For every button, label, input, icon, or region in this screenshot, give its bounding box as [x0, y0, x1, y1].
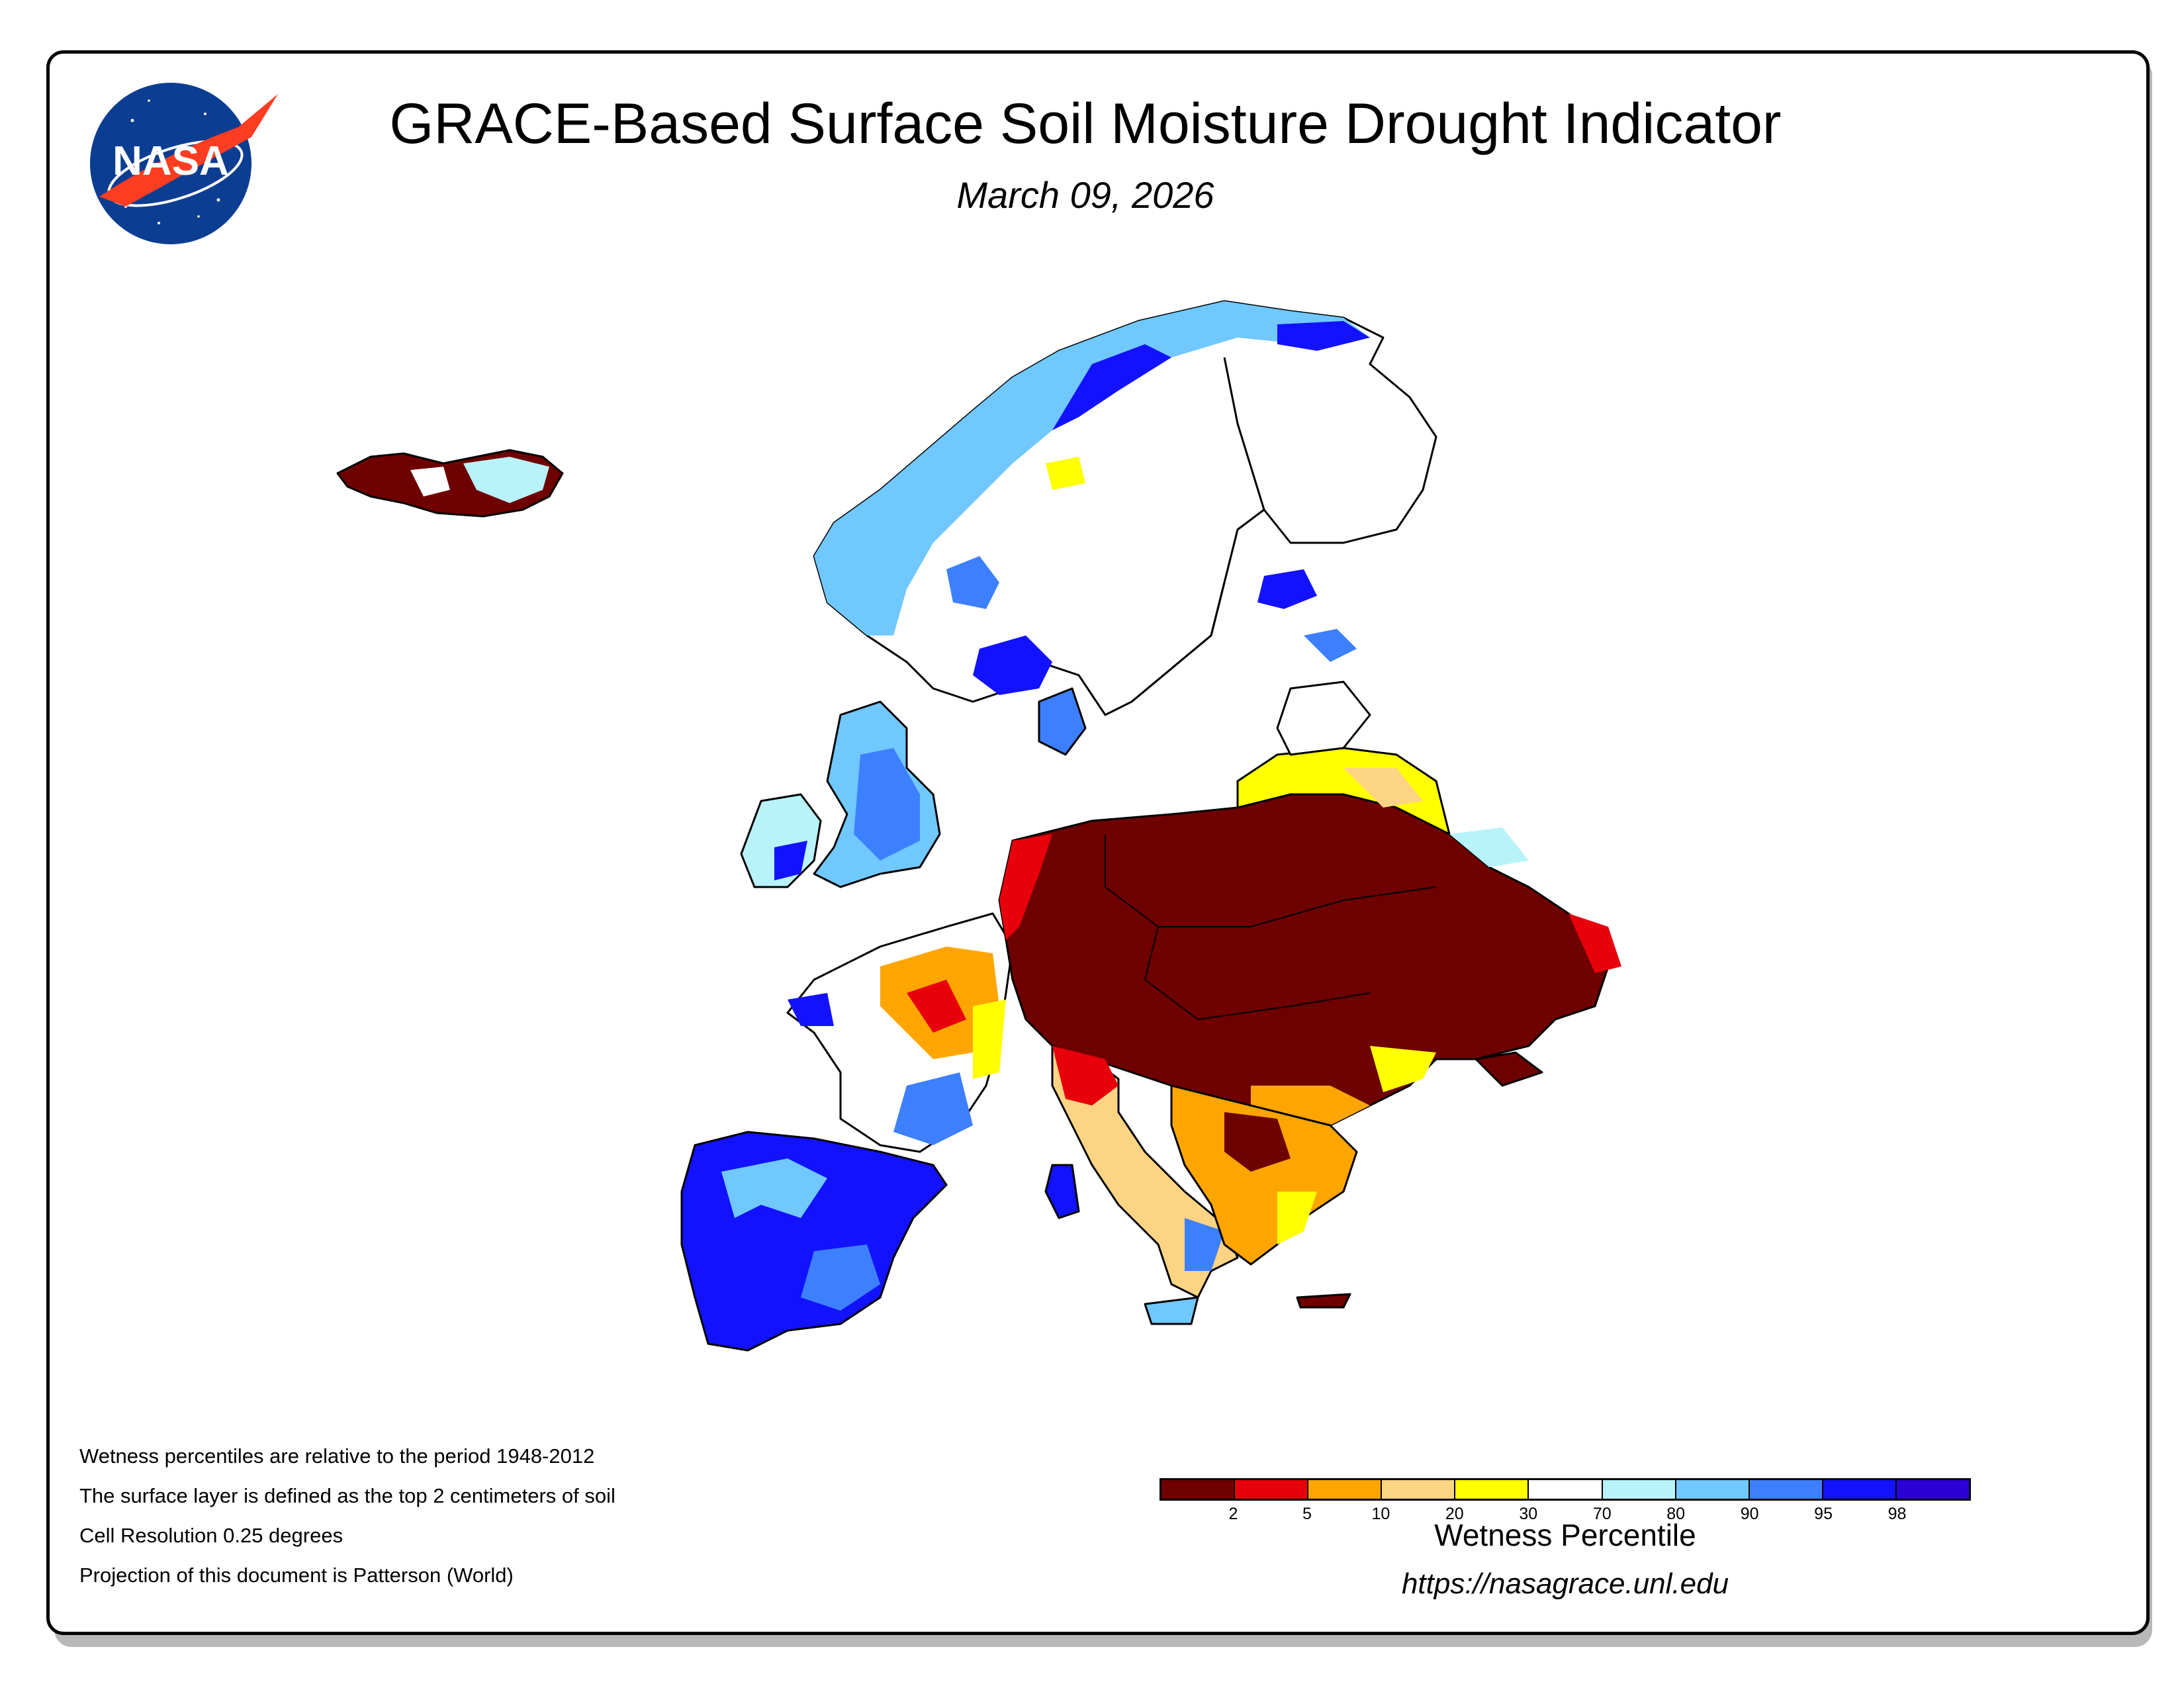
- legend-ticks: 2 5 10 20 30 70 80 90 95 98: [1160, 1501, 1971, 1524]
- sardinia: [1044, 1164, 1080, 1219]
- nasa-logo: NASA: [90, 83, 278, 244]
- legend-colorbar: [1160, 1478, 1971, 1501]
- legend-tick-label: 95: [1814, 1505, 1833, 1523]
- legend-swatch: [1823, 1480, 1897, 1499]
- crete: [1296, 1293, 1351, 1309]
- legend-swatch: [1455, 1480, 1529, 1499]
- legend-swatch: [1676, 1480, 1750, 1499]
- note-cell-resolution: Cell Resolution 0.25 degrees: [79, 1524, 343, 1547]
- europe-map: [336, 300, 1621, 1352]
- legend-swatch: [1382, 1480, 1456, 1499]
- legend-tick-label: 20: [1445, 1505, 1464, 1523]
- note-surface-layer: The surface layer is defined as the top …: [79, 1484, 615, 1507]
- denmark: [1038, 687, 1087, 756]
- crimea: [1475, 1051, 1543, 1087]
- legend-tick-label: 10: [1371, 1505, 1390, 1523]
- legend-tick-label: 80: [1666, 1505, 1686, 1523]
- svg-text:NASA: NASA: [113, 138, 229, 184]
- legend-swatch: [1602, 1480, 1676, 1499]
- legend-tick-label: 2: [1228, 1505, 1238, 1523]
- legend-tick-label: 98: [1888, 1505, 1907, 1523]
- legend-swatch: [1896, 1480, 1970, 1499]
- legend-swatch: [1308, 1480, 1383, 1499]
- note-projection: Projection of this document is Patterson…: [79, 1564, 514, 1587]
- map-date: March 09, 2026: [956, 174, 1214, 216]
- legend: 2 5 10 20 30 70 80 90 95 98: [1160, 1478, 1971, 1524]
- legend-tick-label: 90: [1740, 1505, 1759, 1523]
- legend-tick-label: 30: [1519, 1505, 1538, 1523]
- legend-swatch: [1235, 1480, 1309, 1499]
- legend-swatch: [1161, 1480, 1236, 1499]
- legend-title: Wetness Percentile: [1434, 1518, 1696, 1552]
- source-url[interactable]: https://nasagrace.unl.edu: [1401, 1568, 1729, 1600]
- notes: Wetness percentiles are relative to the …: [79, 1444, 615, 1603]
- legend-tick-label: 70: [1592, 1505, 1612, 1523]
- legend-swatch: [1529, 1480, 1603, 1499]
- note-percentile-period: Wetness percentiles are relative to the …: [79, 1444, 595, 1468]
- sicily: [1144, 1296, 1199, 1325]
- iberia: [680, 1131, 948, 1352]
- legend-tick-label: 5: [1302, 1505, 1312, 1523]
- legend-swatch: [1749, 1480, 1823, 1499]
- map-title: GRACE-Based Surface Soil Moisture Drough…: [389, 92, 1782, 156]
